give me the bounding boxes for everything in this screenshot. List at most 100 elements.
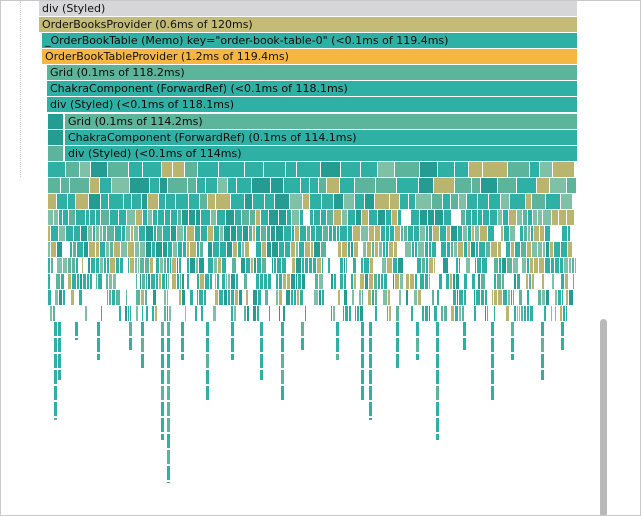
- flame-cell[interactable]: [498, 210, 503, 225]
- flame-cell[interactable]: [164, 306, 167, 321]
- flame-cell[interactable]: [153, 210, 158, 225]
- flame-cell[interactable]: [73, 242, 77, 257]
- flame-cell[interactable]: [521, 242, 527, 257]
- flame-cell[interactable]: [167, 290, 169, 305]
- flame-cell[interactable]: [231, 290, 235, 305]
- flame-cell[interactable]: [388, 290, 391, 305]
- flame-cell[interactable]: [87, 274, 90, 289]
- flame-cell[interactable]: [210, 274, 213, 289]
- flame-cell[interactable]: [224, 226, 231, 241]
- flame-cell[interactable]: [328, 258, 331, 273]
- flame-cell[interactable]: [115, 226, 122, 241]
- flame-cell[interactable]: [249, 226, 253, 241]
- flame-cell[interactable]: [523, 210, 528, 225]
- flame-cell[interactable]: [555, 290, 558, 305]
- flame-cell[interactable]: [558, 290, 562, 305]
- flame-cell[interactable]: [167, 466, 170, 480]
- flame-cell[interactable]: [302, 274, 306, 289]
- flame-cell[interactable]: [553, 162, 575, 177]
- flame-cell[interactable]: [534, 258, 539, 273]
- flame-cell[interactable]: [206, 386, 209, 400]
- flame-cell[interactable]: [161, 370, 164, 384]
- flame-cell[interactable]: [411, 306, 414, 321]
- flame-cell[interactable]: [101, 210, 110, 225]
- flame-cell[interactable]: [359, 290, 362, 305]
- flame-cell[interactable]: [329, 226, 333, 241]
- flame-cell[interactable]: [245, 194, 253, 209]
- flame-cell[interactable]: [396, 306, 400, 321]
- flame-cell[interactable]: [303, 194, 310, 209]
- flame-cell[interactable]: [533, 210, 538, 225]
- flame-cell[interactable]: [480, 226, 488, 241]
- flame-cell[interactable]: [262, 258, 267, 273]
- flame-cell[interactable]: [422, 306, 425, 321]
- flame-cell[interactable]: [537, 178, 550, 193]
- flame-cell[interactable]: [355, 194, 365, 209]
- flame-cell[interactable]: [467, 194, 478, 209]
- flame-cell[interactable]: [307, 226, 311, 241]
- flame-cell[interactable]: [461, 210, 466, 225]
- flame-cell[interactable]: [214, 226, 220, 241]
- flame-cell[interactable]: [510, 194, 526, 209]
- flame-cell[interactable]: [185, 306, 187, 321]
- flame-cell[interactable]: [503, 290, 508, 305]
- flame-cell[interactable]: [269, 210, 279, 225]
- flame-cell[interactable]: [365, 274, 369, 289]
- flame-cell[interactable]: [353, 226, 361, 241]
- flame-cell[interactable]: [281, 386, 284, 400]
- flame-cell[interactable]: [97, 354, 100, 360]
- flame-cell[interactable]: [436, 402, 439, 416]
- flame-cell[interactable]: [195, 306, 198, 321]
- flame-cell[interactable]: [494, 258, 499, 273]
- flame-cell[interactable]: [568, 242, 573, 257]
- flame-cell[interactable]: [63, 210, 69, 225]
- flame-cell[interactable]: [59, 226, 66, 241]
- flame-cell[interactable]: [233, 242, 238, 257]
- flame-cell[interactable]: [77, 242, 84, 257]
- flame-cell[interactable]: [346, 258, 348, 273]
- flame-cell[interactable]: [250, 210, 256, 225]
- flame-cell[interactable]: [58, 338, 61, 352]
- flame-cell[interactable]: [429, 258, 434, 273]
- flame-cell[interactable]: [545, 258, 551, 273]
- flame-cell[interactable]: [458, 226, 463, 241]
- flame-cell[interactable]: [492, 290, 494, 305]
- flame-cell[interactable]: [487, 306, 489, 321]
- flame-cell[interactable]: [508, 162, 530, 177]
- flame-cell[interactable]: [464, 242, 468, 257]
- flame-cell[interactable]: [451, 194, 459, 209]
- flame-cell[interactable]: [125, 306, 128, 321]
- flame-cell[interactable]: [265, 290, 269, 305]
- flame-cell[interactable]: [98, 274, 103, 289]
- flame-cell[interactable]: [511, 242, 515, 257]
- flame-cell[interactable]: [197, 178, 206, 193]
- flame-cell[interactable]: [417, 258, 422, 273]
- flame-cell[interactable]: [141, 354, 144, 368]
- flame-cell[interactable]: [455, 306, 459, 321]
- flame-bar-grid-2[interactable]: Grid (0.1ms of 114.2ms): [65, 114, 577, 129]
- flame-cell[interactable]: [75, 322, 78, 336]
- flame-cell[interactable]: [301, 178, 310, 193]
- flame-cell[interactable]: [459, 290, 464, 305]
- flame-cell[interactable]: [296, 242, 299, 257]
- flame-cell[interactable]: [91, 258, 96, 273]
- flame-cell[interactable]: [234, 306, 237, 321]
- flame-cell[interactable]: [400, 194, 409, 209]
- flame-cell[interactable]: [513, 258, 519, 273]
- vertical-scrollbar-thumb[interactable]: [600, 319, 607, 515]
- flame-cell[interactable]: [374, 274, 378, 289]
- flame-cell[interactable]: [283, 306, 286, 321]
- flame-cell[interactable]: [286, 290, 291, 305]
- flame-cell[interactable]: [436, 338, 439, 352]
- flame-cell[interactable]: [425, 274, 429, 289]
- flame-cell[interactable]: [511, 338, 514, 352]
- flame-cell[interactable]: [482, 258, 488, 273]
- flame-cell[interactable]: [68, 274, 72, 289]
- flame-cell[interactable]: [267, 242, 272, 257]
- flame-cell[interactable]: [48, 274, 51, 289]
- flame-cell[interactable]: [526, 274, 529, 289]
- flame-cell[interactable]: [565, 274, 569, 289]
- flame-cell[interactable]: [113, 274, 117, 289]
- flame-cell[interactable]: [321, 210, 327, 225]
- flame-cell[interactable]: [182, 274, 185, 289]
